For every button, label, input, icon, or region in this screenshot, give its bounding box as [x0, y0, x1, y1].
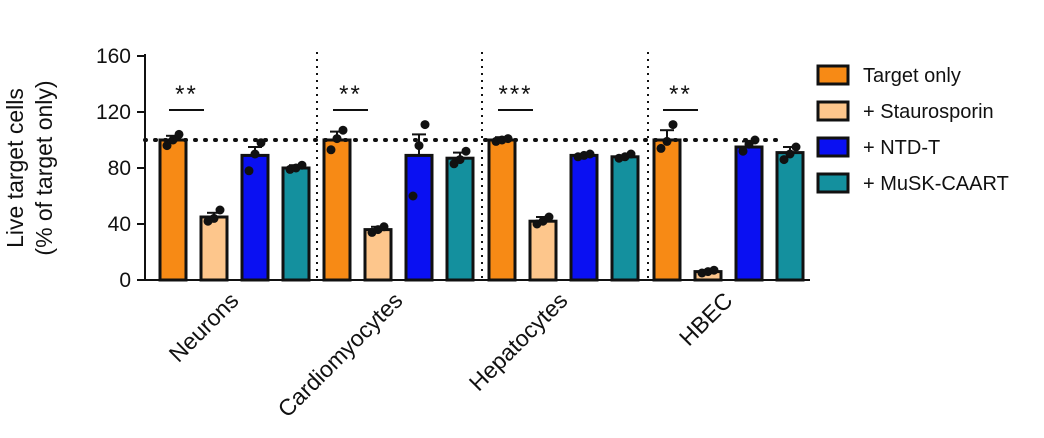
bar	[363, 228, 393, 282]
y-tick-label: 120	[96, 101, 131, 124]
legend-label: Target only	[863, 65, 961, 87]
legend-swatch	[816, 100, 850, 122]
data-point	[461, 146, 471, 156]
data-point	[420, 120, 430, 130]
data-point	[297, 160, 307, 170]
significance-marker: ***	[498, 81, 532, 108]
data-point	[174, 129, 184, 139]
bar	[652, 138, 682, 282]
data-point	[209, 213, 219, 223]
data-point	[585, 149, 595, 159]
bar	[734, 145, 764, 282]
category-label: HBEC	[674, 287, 738, 351]
bar	[610, 155, 640, 282]
data-point	[656, 143, 666, 153]
y-tick-label: 0	[119, 269, 131, 292]
data-point	[544, 212, 554, 222]
legend-swatch	[816, 64, 850, 86]
data-point	[162, 141, 172, 151]
y-axis-title-line1: Live target cells	[2, 88, 28, 248]
legend-swatch	[816, 136, 850, 158]
category-label: Hepatocytes	[464, 287, 573, 396]
legend-label: + NTD-T	[863, 137, 940, 159]
data-point	[785, 149, 795, 159]
data-point	[414, 141, 424, 151]
y-axis-title-line2: (% of target only)	[31, 80, 57, 255]
bar	[158, 138, 188, 282]
data-point	[326, 145, 336, 155]
bar	[199, 215, 229, 282]
data-point	[379, 222, 389, 232]
y-tick-label: 160	[96, 45, 131, 68]
data-point	[455, 155, 465, 165]
bar	[281, 166, 311, 282]
significance-marker: **	[175, 81, 198, 108]
data-point	[244, 166, 254, 176]
data-point	[408, 191, 418, 201]
plot-area: 0 40 80 120 160 Neurons ** Cardiomyocytes ** Hepa…	[96, 45, 810, 422]
data-point	[791, 142, 801, 152]
bar	[569, 153, 599, 282]
bar	[445, 156, 475, 282]
data-point	[668, 120, 678, 130]
significance-marker: **	[339, 81, 362, 108]
data-point	[738, 146, 748, 156]
bar	[487, 138, 517, 282]
y-axis-title: Live target cells (% of target only)	[2, 80, 57, 255]
bar	[775, 151, 805, 282]
bar	[322, 138, 352, 282]
data-point	[779, 155, 789, 165]
y-tick-label: 80	[108, 157, 131, 180]
significance-marker: **	[669, 81, 692, 108]
category-label: Neurons	[164, 287, 244, 367]
bar	[240, 153, 270, 282]
data-point	[626, 149, 636, 159]
bar	[528, 219, 558, 282]
y-tick-label: 40	[108, 213, 131, 236]
legend: Target only + Staurosporin + NTD-T + MuSK-C…	[816, 64, 1009, 195]
legend-swatch	[816, 172, 850, 194]
data-point	[338, 125, 348, 135]
legend-label: + MuSK-CAART	[863, 173, 1009, 195]
legend-label: + Staurosporin	[863, 101, 994, 123]
data-point	[250, 149, 260, 159]
data-point	[709, 265, 719, 275]
bar	[404, 153, 434, 282]
category-label: Cardiomyocytes	[273, 287, 408, 422]
data-point	[215, 205, 225, 215]
